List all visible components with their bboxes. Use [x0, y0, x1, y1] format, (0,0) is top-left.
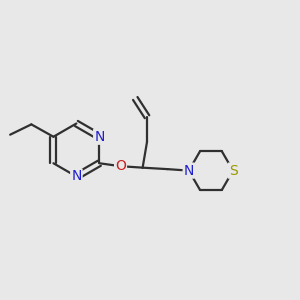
- Text: S: S: [229, 164, 237, 178]
- Text: N: N: [71, 169, 82, 184]
- Text: N: N: [94, 130, 104, 144]
- Text: N: N: [184, 164, 194, 178]
- Text: O: O: [115, 159, 126, 173]
